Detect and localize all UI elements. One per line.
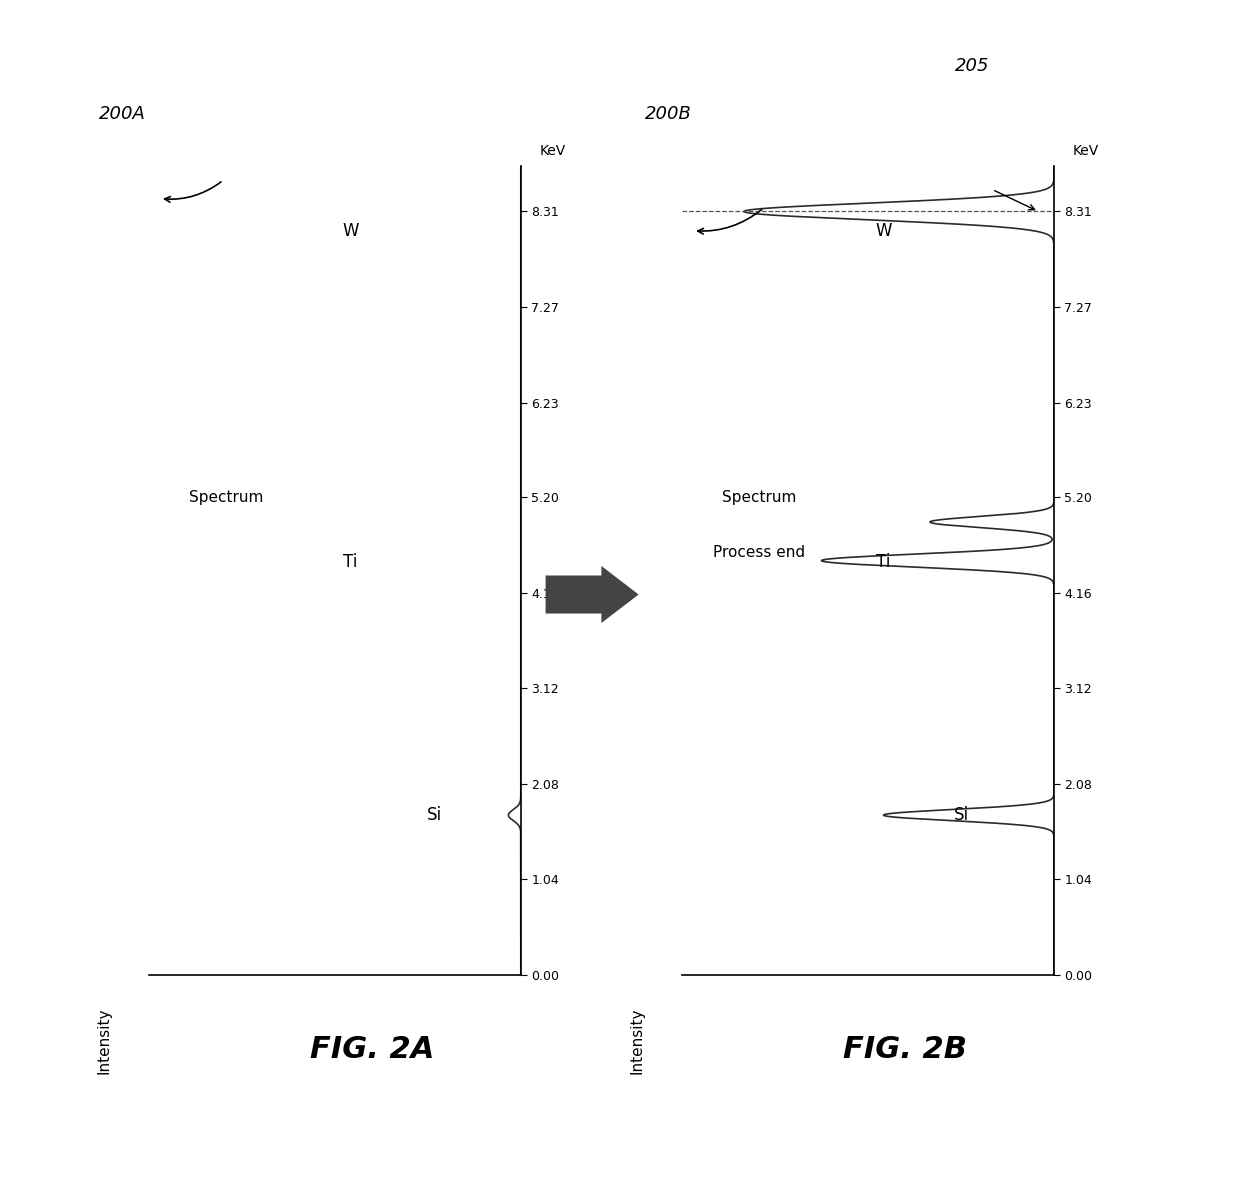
Text: Spectrum: Spectrum <box>190 490 263 504</box>
Text: Ti: Ti <box>877 553 890 571</box>
Text: Intensity: Intensity <box>97 1007 112 1074</box>
Text: 205: 205 <box>955 57 990 75</box>
Text: Ti: Ti <box>343 553 357 571</box>
Text: 200B: 200B <box>645 105 692 122</box>
Text: Si: Si <box>427 806 441 824</box>
Text: KeV: KeV <box>539 144 565 158</box>
Text: 200A: 200A <box>99 105 146 122</box>
Text: Process end: Process end <box>713 545 806 560</box>
Text: Spectrum: Spectrum <box>723 490 796 504</box>
Text: Si: Si <box>954 806 968 824</box>
Text: FIG. 2A: FIG. 2A <box>310 1036 434 1064</box>
Text: KeV: KeV <box>1073 144 1099 158</box>
Text: Intensity: Intensity <box>630 1007 645 1074</box>
Text: W: W <box>875 222 892 240</box>
Text: W: W <box>342 222 358 240</box>
Text: FIG. 2B: FIG. 2B <box>843 1036 967 1064</box>
FancyArrow shape <box>546 566 639 623</box>
